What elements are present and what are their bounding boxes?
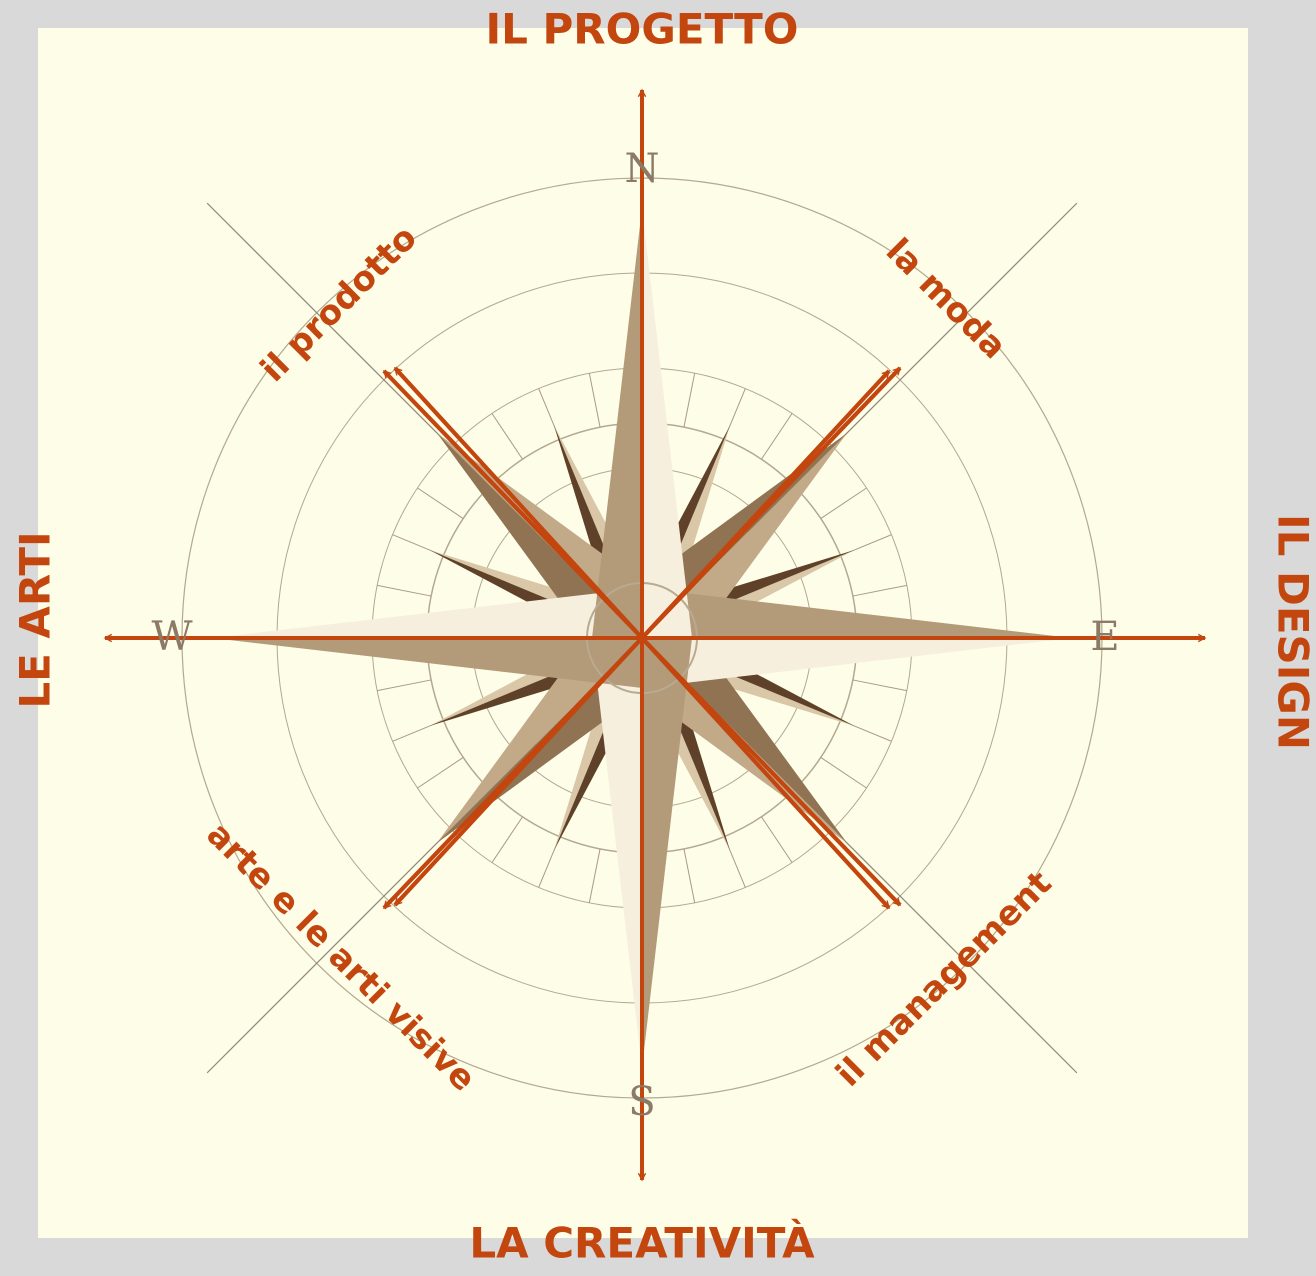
compass-letter: W [151,614,192,660]
axis-label: IL PROGETTO [486,5,799,54]
diagram: N E S W IL PROGETTO LA CREATIVITÀ LE ART… [0,0,1316,1276]
axis-label: LA CREATIVITÀ [469,1218,815,1268]
axis-label: LE ARTI [11,531,60,708]
compass-letter: N [625,146,660,192]
compass-letter: S [628,1079,655,1125]
page: N E S W IL PROGETTO LA CREATIVITÀ LE ART… [0,0,1316,1276]
axis-label: IL DESIGN [1269,514,1316,750]
compass-letter: E [1090,614,1119,660]
